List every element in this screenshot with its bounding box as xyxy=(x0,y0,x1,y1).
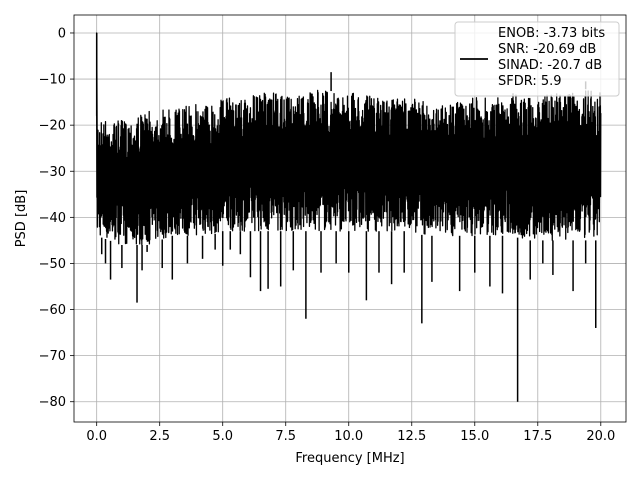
series-group xyxy=(95,32,602,402)
x-tick-label: 20.0 xyxy=(586,429,615,444)
legend-box xyxy=(454,21,620,97)
y-tick-label: −30 xyxy=(39,165,66,180)
y-tick-label: −80 xyxy=(39,395,66,410)
y-tick-label: −60 xyxy=(39,303,66,318)
y-axis-label: PSD [dB] xyxy=(14,190,29,248)
x-tick-label: 12.5 xyxy=(397,429,426,444)
legend-entry: SINAD: -20.7 dB xyxy=(498,58,602,73)
y-tick-label: −10 xyxy=(39,73,66,88)
x-tick-label: 10.0 xyxy=(334,429,363,444)
legend-entry: SFDR: 5.9 xyxy=(498,74,562,89)
legend-entry: ENOB: -3.73 bits xyxy=(498,26,605,41)
y-tick-label: 0 xyxy=(58,26,66,41)
plot-frame xyxy=(73,14,627,423)
legend-entry: SNR: -20.69 dB xyxy=(498,42,596,57)
y-tick-label: −50 xyxy=(39,257,66,272)
y-tick-label: −40 xyxy=(39,211,66,226)
x-tick-label: 0.0 xyxy=(86,429,107,444)
axis-ticks: 0.0 2.5 5.0 7.5 10.0 12.5 15.0 17.5 20.0 0 −10 −20 −… xyxy=(39,26,616,444)
psd-trace-line xyxy=(96,32,602,246)
x-tick-label: 15.0 xyxy=(460,429,489,444)
x-axis-label: Frequency [MHz] xyxy=(295,451,404,466)
y-tick-label: −70 xyxy=(39,349,66,364)
x-tick-label: 7.5 xyxy=(275,429,296,444)
x-tick-label: 5.0 xyxy=(212,429,233,444)
y-tick-label: −20 xyxy=(39,119,66,134)
x-tick-label: 2.5 xyxy=(149,429,170,444)
x-tick-label: 17.5 xyxy=(523,429,552,444)
